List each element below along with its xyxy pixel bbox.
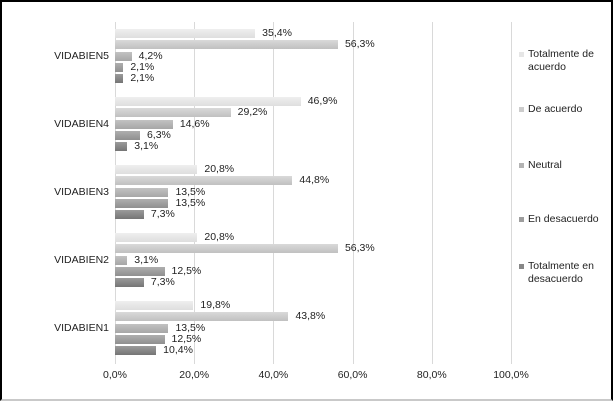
gridline [194,22,196,364]
bar-group: VIDABIEN1 19,8% 43,8% 13,5% 12,5% 10,4% [54,294,511,362]
gridline [511,22,512,364]
legend-marker-icon [519,217,524,222]
legend-marker-icon [519,264,524,269]
legend: Totalmente de acuerdo De acuerdo Neutral En… [519,2,611,399]
bar-group: VIDABIEN3 20,8% 44,8% 13,5% 13,5% 7,3% [54,158,511,226]
bar-value-label: 20,8% [204,163,235,175]
bar-value-label: 10,4% [163,344,193,356]
bar [115,266,165,276]
bar [115,108,231,118]
bar-value-label: 7,3% [150,208,175,220]
legend-item: Neutral [519,159,562,172]
legend-marker-icon [519,52,524,57]
bar [115,334,165,344]
bar [115,176,293,186]
gridline [273,22,275,364]
gridline [352,22,354,364]
bar-group: VIDABIEN4 46,9% 29,2% 14,6% 6,3% 3,1% [54,90,511,158]
bar [115,346,157,355]
bar [115,244,338,254]
bar-value-label: 13,5% [175,321,206,334]
bar-value-label: 56,3% [344,242,375,255]
bar-value-label: 7,3% [150,276,175,288]
category-label: VIDABIEN4 [54,118,109,130]
bar [115,130,140,140]
legend-label: Totalmente en desacuerdo [528,260,594,285]
bar-value-label: 44,8% [299,174,330,187]
legend-item: En desacuerdo [519,213,599,226]
bar-group: VIDABIEN2 20,8% 56,3% 3,1% 12,5% 7,3% [54,226,511,294]
bar [115,198,169,208]
bar [115,62,124,72]
bar-value-label: 46,9% [307,95,338,107]
bar-group: VIDABIEN5 35,4% 56,3% 4,2% 2,1% 2,1% [54,22,511,90]
bar-value-label: 19,8% [200,299,231,311]
bar-value-label: 3,1% [134,253,159,266]
bar-value-label: 12,5% [171,332,202,345]
bar-value-label: 13,5% [175,185,206,198]
bar [115,119,173,129]
bar [115,97,301,106]
bar [115,255,128,265]
x-tick-label: 80,0% [416,369,447,381]
category-label: VIDABIEN2 [54,254,109,266]
x-tick-label: 0,0% [103,369,127,381]
category-label: VIDABIEN5 [54,50,109,62]
bar [115,51,132,61]
bar [115,142,128,151]
bar-value-label: 3,1% [134,140,159,152]
x-tick-label: 60,0% [337,369,368,381]
bar [115,165,198,174]
bar [115,74,124,83]
plot-area: 0,0% 20,0% 40,0% 60,0% 80,0% 100,0% VIDABIEN5 3… [54,22,529,381]
bar [115,40,338,50]
bar-value-label: 14,6% [179,117,210,130]
bar-value-label: 13,5% [175,196,206,209]
bar-value-label: 12,5% [171,264,202,277]
bar [115,29,256,38]
bar-value-label: 20,8% [204,231,235,243]
legend-label: Neutral [528,159,562,171]
bar-value-label: 4,2% [138,49,163,62]
bar [115,187,169,197]
legend-label: De acuerdo [528,103,583,115]
category-label: VIDABIEN1 [54,322,109,334]
legend-item: Totalmente de acuerdo [519,48,611,74]
gridline [431,22,433,364]
bar [115,301,194,310]
bar-value-label: 43,8% [295,310,326,323]
bar [115,210,144,219]
bar-value-label: 56,3% [344,38,375,51]
bar [115,323,169,333]
legend-marker-icon [519,107,524,112]
bar [115,278,144,287]
bar [115,312,289,322]
bar [115,233,198,242]
x-tick-label: 100,0% [493,369,529,381]
legend-item: De acuerdo [519,103,582,116]
bar-value-label: 6,3% [146,128,171,141]
legend-marker-icon [519,163,524,168]
bar-value-label: 29,2% [237,106,268,119]
legend-label: En desacuerdo [528,213,599,225]
category-label: VIDABIEN3 [54,186,109,198]
legend-label: Totalmente de acuerdo [528,48,594,73]
bar-value-label: 35,4% [262,27,292,39]
bar-value-label: 2,1% [130,60,155,73]
x-tick-label: 40,0% [258,369,289,381]
x-tick-label: 20,0% [179,369,210,381]
legend-item: Totalmente en desacuerdo [519,260,611,286]
bar-value-label: 2,1% [130,72,155,84]
